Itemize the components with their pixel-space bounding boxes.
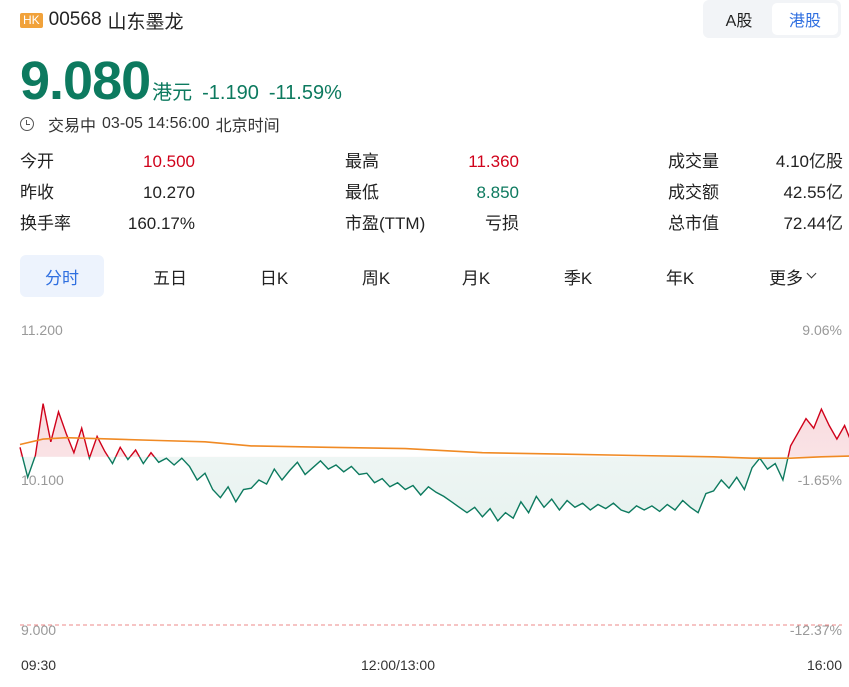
current-price: 9.080 xyxy=(20,51,151,111)
quote-row: 9.080 港元 -1.190 -11.59% xyxy=(20,52,342,110)
market-badge: HK xyxy=(20,12,43,28)
open-value: 10.500 xyxy=(143,152,195,171)
average-price-line xyxy=(19,436,849,459)
price-area-down xyxy=(22,456,789,521)
x-tick: 16:00 xyxy=(807,657,842,673)
chart-tabs: 分时 五日 日K 周K 月K 季K 年K 更多 xyxy=(20,255,842,297)
price-line-down xyxy=(21,456,789,523)
turnover-rate-value: 160.17% xyxy=(127,214,195,233)
stock-header: HK 00568 山东墨龙 xyxy=(20,9,184,33)
stock-name: 山东墨龙 xyxy=(107,11,184,33)
trading-datetime: 03-05 14:56:00 xyxy=(102,115,210,132)
open-label: 今开 xyxy=(20,152,54,171)
price-change: -1.190 xyxy=(202,82,259,104)
tab-quarterly-k[interactable]: 季K xyxy=(563,268,593,288)
tab-intraday[interactable]: 分时 xyxy=(20,255,104,297)
tab-more[interactable]: 更多 xyxy=(742,255,842,297)
market-cap-value: 72.44亿 xyxy=(783,214,843,233)
prev-close-value: 10.270 xyxy=(143,183,195,202)
low-value: 8.850 xyxy=(476,183,519,202)
clock-icon xyxy=(20,117,34,131)
y-tick-left: 10.100 xyxy=(21,472,64,488)
chevron-down-icon xyxy=(806,268,817,279)
amount-value: 42.55亿 xyxy=(783,183,843,202)
price-change-percent: -11.59% xyxy=(268,82,342,104)
y-tick-right: 9.06% xyxy=(802,322,842,338)
tab-five-day[interactable]: 五日 xyxy=(153,268,187,288)
low-label: 最低 xyxy=(345,183,379,202)
tab-monthly-k[interactable]: 月K xyxy=(461,268,491,288)
a-share-button[interactable]: A股 xyxy=(725,13,753,30)
hk-share-button[interactable]: 港股 xyxy=(772,3,838,35)
y-tick-right: -1.65% xyxy=(798,472,842,488)
y-tick-right: -12.37% xyxy=(790,622,842,638)
volume-label: 成交量 xyxy=(668,152,719,171)
market-cap-label: 总市值 xyxy=(668,214,719,233)
x-tick: 09:30 xyxy=(21,657,56,673)
turnover-rate-label: 换手率 xyxy=(20,214,71,233)
market-switch: A股 港股 xyxy=(703,0,841,38)
volume-value: 4.10亿股 xyxy=(775,152,843,171)
high-value: 11.360 xyxy=(468,152,519,171)
stock-code: 00568 xyxy=(48,9,102,30)
pe-value: 亏损 xyxy=(485,214,519,233)
intraday-chart[interactable]: 11.200 10.100 9.000 9.06% -1.65% -12.37% 09:30… xyxy=(0,300,849,687)
amount-label: 成交额 xyxy=(668,183,719,202)
y-tick-left: 9.000 xyxy=(21,622,56,638)
trading-timezone: 北京时间 xyxy=(215,118,280,135)
tab-weekly-k[interactable]: 周K xyxy=(361,268,391,288)
pe-label: 市盈(TTM) xyxy=(345,214,426,233)
prev-close-label: 昨收 xyxy=(20,183,54,202)
currency-label: 港元 xyxy=(152,82,193,104)
high-label: 最高 xyxy=(345,152,379,171)
tab-yearly-k[interactable]: 年K xyxy=(665,268,695,288)
tab-daily-k[interactable]: 日K xyxy=(259,268,289,288)
y-tick-left: 11.200 xyxy=(21,322,63,338)
x-tick: 12:00/13:00 xyxy=(361,657,435,673)
tab-more-label: 更多 xyxy=(769,268,803,288)
trading-status: 交易中 03-05 14:56:00 北京时间 xyxy=(20,114,280,135)
trading-state: 交易中 xyxy=(48,118,97,135)
price-area-up xyxy=(20,403,849,457)
